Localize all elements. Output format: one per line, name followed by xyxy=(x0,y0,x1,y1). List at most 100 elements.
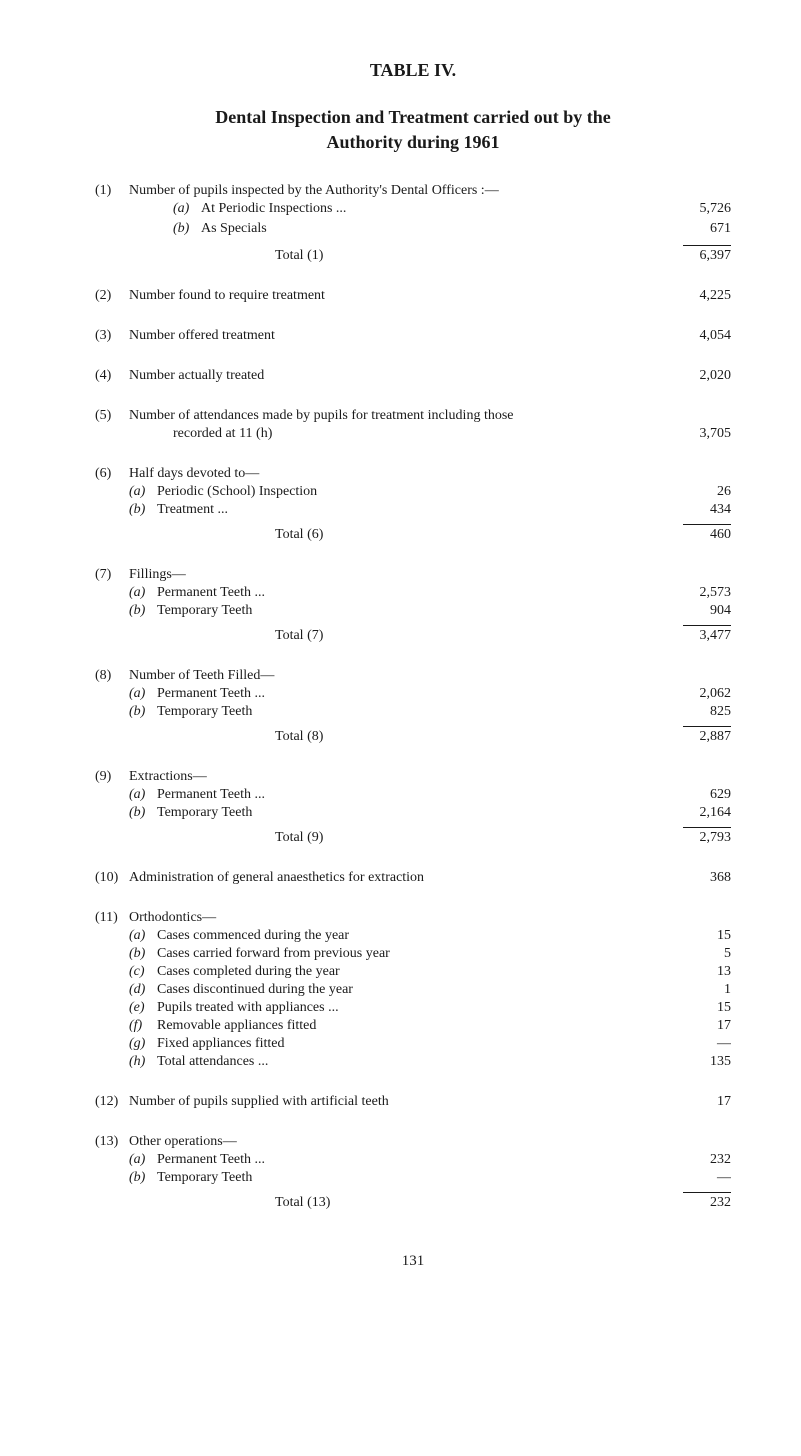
sub-letter: (a) xyxy=(129,928,157,944)
value: 15 xyxy=(671,928,731,944)
section-label: Number of Teeth Filled— xyxy=(129,668,671,684)
section-number: (2) xyxy=(95,288,129,304)
value: 629 xyxy=(671,787,731,803)
section-number: (7) xyxy=(95,567,129,583)
value: 13 xyxy=(671,964,731,980)
total-value: 232 xyxy=(683,1192,731,1211)
section-label: Number of attendances made by pupils for… xyxy=(129,408,671,424)
sub-letter: (h) xyxy=(129,1054,157,1070)
value: 825 xyxy=(671,704,731,720)
value: 2,020 xyxy=(671,368,731,384)
total-value: 460 xyxy=(683,524,731,543)
section-11: (11) Orthodontics— (a)Cases commenced du… xyxy=(95,910,731,1072)
section-number: (8) xyxy=(95,668,129,684)
section-4: (4) Number actually treated 2,020 xyxy=(95,368,731,386)
value: 434 xyxy=(671,502,731,518)
sub-label: At Periodic Inspections ... xyxy=(201,201,671,217)
table-number-heading: TABLE IV. xyxy=(95,60,731,81)
section-label: Orthodontics— xyxy=(129,910,671,926)
section-7: (7) Fillings— (a) Permanent Teeth ... 2,… xyxy=(95,567,731,646)
section-label: Number found to require treatment xyxy=(129,288,671,304)
sub-letter: (b) xyxy=(129,1170,157,1186)
sub-label: Removable appliances fitted xyxy=(157,1018,671,1034)
sub-label: Cases commenced during the year xyxy=(157,928,671,944)
value: 5,726 xyxy=(671,201,731,217)
section-label: Administration of general anaesthetics f… xyxy=(129,870,671,886)
sub-letter: (b) xyxy=(129,946,157,962)
section-label: Extractions— xyxy=(129,769,671,785)
sub-label: Permanent Teeth ... xyxy=(157,1152,671,1168)
sub-label: Temporary Teeth xyxy=(157,704,671,720)
sub-letter: (b) xyxy=(129,704,157,720)
section-1: (1) Number of pupils inspected by the Au… xyxy=(95,183,731,266)
sub-letter: (g) xyxy=(129,1036,157,1052)
total-value: 3,477 xyxy=(683,625,731,644)
value: 4,225 xyxy=(671,288,731,304)
sub-letter: (e) xyxy=(129,1000,157,1016)
value: 232 xyxy=(671,1152,731,1168)
sub-letter: (b) xyxy=(129,502,157,518)
sub-label: Cases discontinued during the year xyxy=(157,982,671,998)
section-number: (12) xyxy=(95,1094,129,1110)
section-8: (8) Number of Teeth Filled— (a) Permanen… xyxy=(95,668,731,747)
value: 17 xyxy=(671,1018,731,1034)
sub-letter: (a) xyxy=(129,484,157,500)
sub-letter: (c) xyxy=(129,964,157,980)
sub-letter: (a) xyxy=(129,1152,157,1168)
section-3: (3) Number offered treatment 4,054 xyxy=(95,328,731,346)
section-label: Number of pupils inspected by the Author… xyxy=(129,183,671,199)
value: 1 xyxy=(671,982,731,998)
sub-letter: (a) xyxy=(129,686,157,702)
value: 368 xyxy=(671,870,731,886)
page-number: 131 xyxy=(95,1253,731,1270)
value: 26 xyxy=(671,484,731,500)
main-title: Dental Inspection and Treatment carried … xyxy=(95,105,731,155)
value: — xyxy=(671,1036,731,1052)
sub-letter: (a) xyxy=(129,787,157,803)
value: 2,164 xyxy=(671,805,731,821)
section-number: (1) xyxy=(95,183,129,199)
value: 17 xyxy=(671,1094,731,1110)
sub-letter: (f) xyxy=(129,1018,157,1034)
sub-label: Pupils treated with appliances ... xyxy=(157,1000,671,1016)
sub-label: Temporary Teeth xyxy=(157,1170,671,1186)
section-number: (11) xyxy=(95,910,129,926)
sub-letter: (a) xyxy=(173,201,201,217)
sub-label: Cases completed during the year xyxy=(157,964,671,980)
sub-letter: (b) xyxy=(129,603,157,619)
section-label: Number actually treated xyxy=(129,368,671,384)
value: 2,573 xyxy=(671,585,731,601)
value: 2,062 xyxy=(671,686,731,702)
section-number: (10) xyxy=(95,870,129,886)
sub-label: Cases carried forward from previous year xyxy=(157,946,671,962)
section-number: (5) xyxy=(95,408,129,424)
section-6: (6) Half days devoted to— (a) Periodic (… xyxy=(95,466,731,545)
section-label: Fillings— xyxy=(129,567,671,583)
section-2: (2) Number found to require treatment 4,… xyxy=(95,288,731,306)
sub-label: Temporary Teeth xyxy=(157,805,671,821)
section-number: (3) xyxy=(95,328,129,344)
value: 15 xyxy=(671,1000,731,1016)
sub-label: Fixed appliances fitted xyxy=(157,1036,671,1052)
value: 904 xyxy=(671,603,731,619)
total-label: Total (13) xyxy=(95,1195,671,1211)
sub-label: Temporary Teeth xyxy=(157,603,671,619)
section-13: (13) Other operations— (a)Permanent Teet… xyxy=(95,1134,731,1213)
value: 5 xyxy=(671,946,731,962)
title-line-2: Authority during 1961 xyxy=(326,132,499,152)
total-label: Total (9) xyxy=(95,830,671,846)
value: 671 xyxy=(671,221,731,237)
sub-label: Permanent Teeth ... xyxy=(157,787,671,803)
value: 3,705 xyxy=(671,426,731,442)
sub-label: Permanent Teeth ... xyxy=(157,686,671,702)
section-label: Other operations— xyxy=(129,1134,671,1150)
value: 135 xyxy=(671,1054,731,1070)
sub-label: Treatment ... xyxy=(157,502,671,518)
section-number: (13) xyxy=(95,1134,129,1150)
section-label: Number of pupils supplied with artificia… xyxy=(129,1094,671,1110)
total-label: Total (7) xyxy=(95,628,671,644)
sub-label: Periodic (School) Inspection xyxy=(157,484,671,500)
section-12: (12) Number of pupils supplied with arti… xyxy=(95,1094,731,1112)
total-value: 2,793 xyxy=(683,827,731,846)
section-label: Half days devoted to— xyxy=(129,466,671,482)
